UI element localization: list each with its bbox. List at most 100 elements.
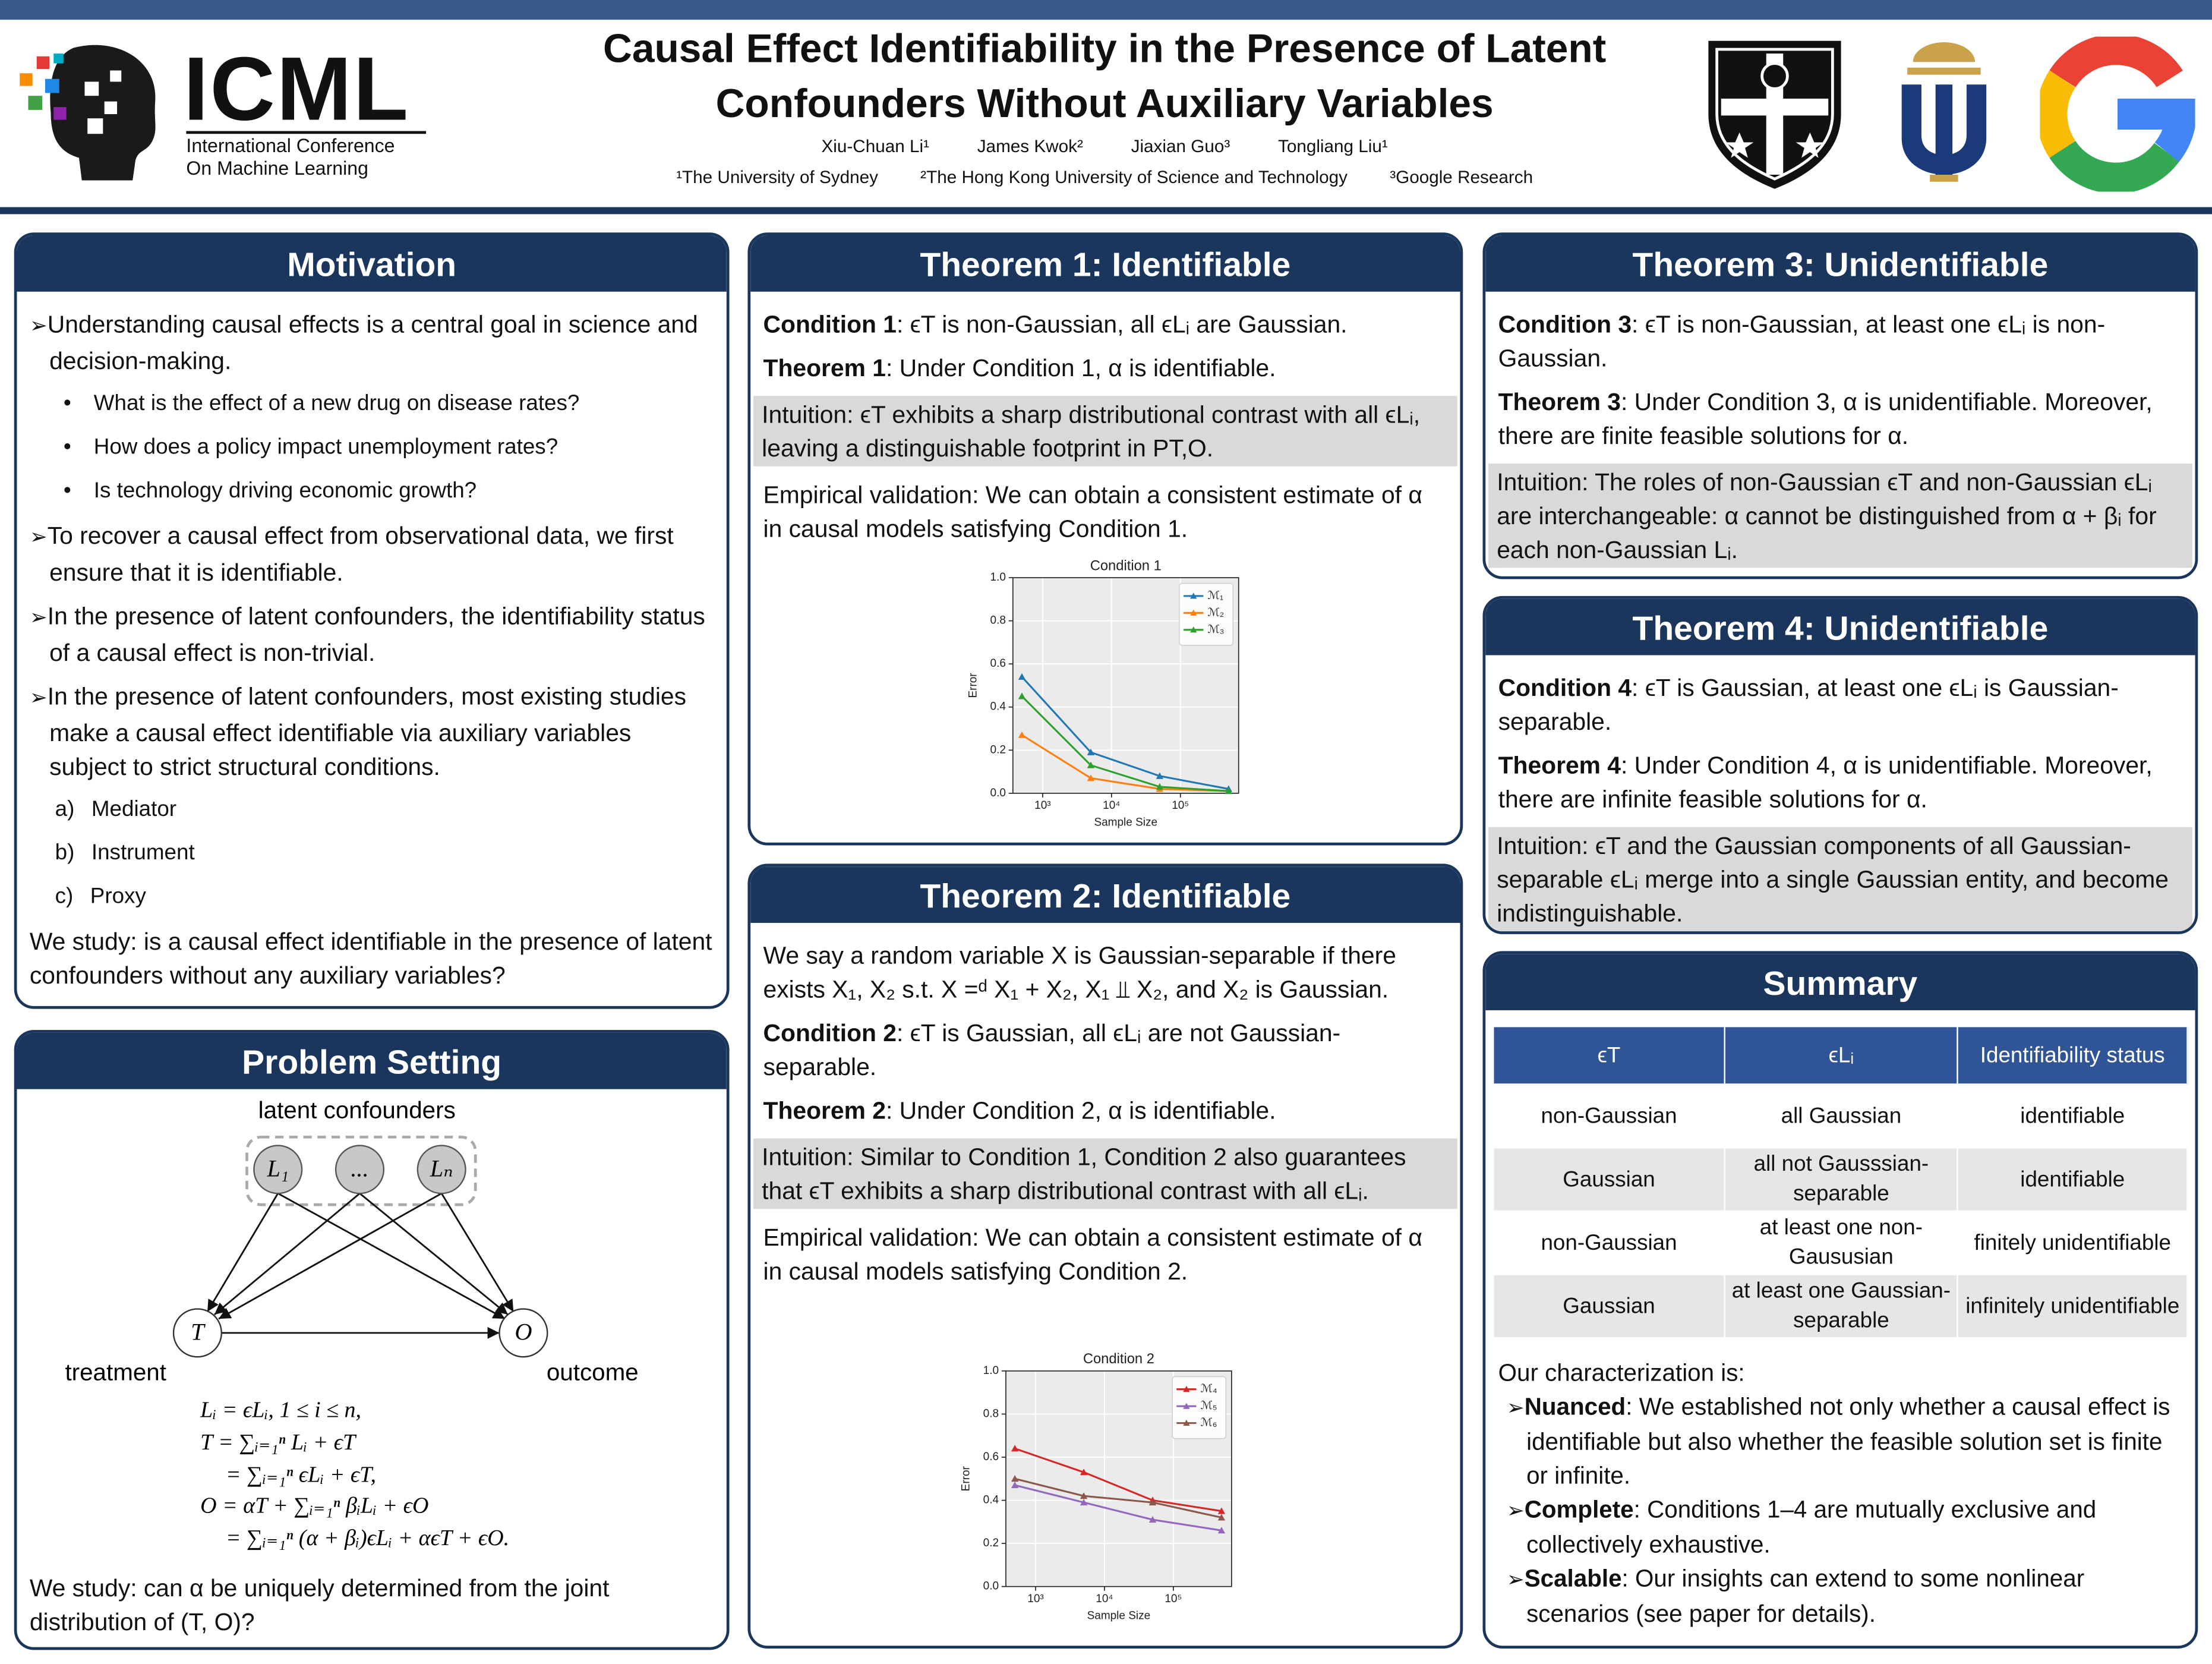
lead: Theorem 4 bbox=[1498, 751, 1621, 780]
point bbox=[1156, 783, 1164, 790]
affiliations: ¹The University of Sydney ²The Hong Kong… bbox=[536, 168, 1673, 187]
hkust-logo bbox=[1901, 42, 1987, 182]
series-line bbox=[1014, 1448, 1222, 1512]
point bbox=[1018, 692, 1026, 699]
aux-item: b) Instrument bbox=[55, 837, 714, 871]
theorem: Theorem 1: Under Condition 1, α is ident… bbox=[763, 351, 1448, 385]
line bbox=[213, 1193, 361, 1316]
logo-rule bbox=[186, 131, 427, 134]
section-body: Condition 1: ϵT is non-Gaussian, all ϵLᵢ… bbox=[750, 292, 1460, 561]
section-body: ϵT ϵLᵢ Identifiability status non-Gaussian a… bbox=[1485, 1010, 2195, 1637]
x-tick-label: 10⁵ bbox=[1172, 799, 1189, 812]
intuition: Intuition: Similar to Condition 1, Condi… bbox=[753, 1138, 1457, 1209]
node bbox=[498, 1308, 548, 1358]
point: To recover a causal effect from observat… bbox=[30, 518, 714, 589]
path bbox=[1715, 48, 1834, 181]
legend-marker bbox=[1183, 1419, 1190, 1426]
intro: Our characterization is: bbox=[1498, 1359, 1745, 1386]
node-label: O bbox=[515, 1319, 532, 1345]
outcome-label: outcome bbox=[547, 1358, 639, 1385]
aux-text: Proxy bbox=[90, 884, 146, 909]
condition: Condition 2: ϵT is Gaussian, all ϵLᵢ are… bbox=[763, 1016, 1448, 1083]
aux-text: Mediator bbox=[91, 797, 177, 822]
point bbox=[1080, 1498, 1088, 1506]
legend-box bbox=[1172, 1376, 1227, 1439]
table-row: Gaussian all not Gausssian-separable ident… bbox=[1494, 1146, 2188, 1211]
summary-panel: Summary ϵT ϵLᵢ Identifiability status non-G… bbox=[1482, 951, 2198, 1649]
node-label: ... bbox=[351, 1155, 368, 1181]
poster-title: Causal Effect Identifiability in the Pre… bbox=[602, 27, 1607, 127]
series-line bbox=[1021, 734, 1229, 792]
y-tick-label: 0.2 bbox=[983, 1537, 999, 1549]
x-tick-label: 10⁴ bbox=[1096, 1593, 1113, 1605]
theorem: Theorem 2: Under Condition 2, α is ident… bbox=[763, 1093, 1448, 1127]
point: Complete: Conditions 1–4 are mutually ex… bbox=[1507, 1493, 2182, 1562]
node bbox=[335, 1145, 385, 1195]
conference-line: International Conference bbox=[186, 135, 395, 157]
author: Xiu-Chuan Li¹ bbox=[821, 136, 929, 157]
lead: Theorem 3 bbox=[1498, 387, 1621, 416]
path bbox=[2049, 36, 2183, 88]
x-axis-label: Sample Size bbox=[1094, 817, 1157, 829]
edges bbox=[206, 1192, 515, 1339]
text: : ϵT is Gaussian, all ϵLᵢ are not Gaussi… bbox=[763, 1019, 1341, 1081]
affiliation: ²The Hong Kong University of Science and… bbox=[920, 168, 1348, 188]
affiliation: ¹The University of Sydney bbox=[676, 168, 878, 188]
series-line bbox=[1014, 1477, 1222, 1519]
legend-marker bbox=[1183, 1403, 1190, 1409]
text: : ϵT is Gaussian, at least one ϵLᵢ is Ga… bbox=[1498, 673, 2119, 736]
rect bbox=[84, 81, 99, 96]
header-cell: ϵT bbox=[1494, 1027, 1725, 1085]
legend-label: ℳ₃ bbox=[1207, 623, 1224, 636]
section-title: Theorem 1: Identifiable bbox=[750, 235, 1460, 292]
google-logo bbox=[2040, 36, 2195, 192]
point bbox=[1217, 1507, 1226, 1514]
section-body: Understanding causal effects is a centra… bbox=[17, 292, 726, 1006]
y-tick-label: 1.0 bbox=[990, 571, 1006, 584]
header-cell: ϵLᵢ bbox=[1724, 1027, 1959, 1085]
y-tick-label: 0.6 bbox=[990, 657, 1006, 670]
legend-label: ℳ₆ bbox=[1201, 1417, 1217, 1429]
legend-marker bbox=[1183, 1386, 1190, 1392]
point bbox=[1087, 761, 1095, 768]
intuition: Intuition: The roles of non-Gaussian ϵT … bbox=[1488, 464, 2192, 568]
text: : Conditions 1–4 are mutually exclusive … bbox=[1526, 1496, 2097, 1559]
table-cell: infinitely unidentifiable bbox=[1958, 1274, 2188, 1337]
study: We study: is a causal effect identifiabl… bbox=[29, 927, 712, 989]
rect bbox=[36, 56, 50, 70]
condition: Condition 4: ϵT is Gaussian, at least on… bbox=[1498, 671, 2183, 739]
y-axis-label: Error bbox=[967, 673, 979, 698]
path bbox=[1913, 42, 1976, 62]
point bbox=[1156, 772, 1164, 779]
path bbox=[1725, 132, 1825, 158]
node bbox=[416, 1145, 466, 1195]
section-body: We say a random variable X is Gaussian-s… bbox=[750, 923, 1460, 1303]
table-cell: Gaussian bbox=[1494, 1146, 1725, 1211]
legend-marker bbox=[1190, 609, 1197, 616]
line bbox=[206, 1193, 279, 1313]
section-title: Theorem 3: Unidentifiable bbox=[1485, 235, 2195, 292]
node bbox=[253, 1145, 303, 1195]
rect bbox=[20, 73, 33, 86]
path bbox=[50, 45, 156, 181]
table-row: Gaussian at least one Gaussian-separable i… bbox=[1494, 1274, 2188, 1337]
line bbox=[440, 1193, 515, 1313]
series-line bbox=[1021, 676, 1229, 790]
affiliation: ³Google Research bbox=[1390, 168, 1533, 188]
series-line bbox=[1021, 695, 1229, 792]
line bbox=[359, 1193, 509, 1316]
chart: 0.0 0.2 0.4 0.6 0.8 1.0 10³ 10⁴ 10⁵ ℳ₁ ℳ₂ ℳ₃ Conditi… bbox=[967, 558, 1239, 829]
legend-label: ℳ₂ bbox=[1207, 606, 1224, 619]
point: Scalable: Our insights can extend to som… bbox=[1507, 1562, 2182, 1631]
lead: Nuanced bbox=[1524, 1393, 1626, 1420]
aux-item: a) Mediator bbox=[55, 793, 714, 827]
path bbox=[2049, 140, 2180, 192]
y-tick-label: 0.0 bbox=[983, 1580, 999, 1593]
y-tick-label: 0.8 bbox=[990, 614, 1006, 627]
section-title: Problem Setting bbox=[17, 1032, 727, 1089]
chart-title: Condition 2 bbox=[1083, 1351, 1154, 1367]
author: Jiaxian Guo³ bbox=[1131, 136, 1230, 157]
theorem: Theorem 3: Under Condition 3, α is unide… bbox=[1498, 385, 2183, 452]
intuition: Intuition: ϵT exhibits a sharp distribut… bbox=[753, 396, 1457, 467]
